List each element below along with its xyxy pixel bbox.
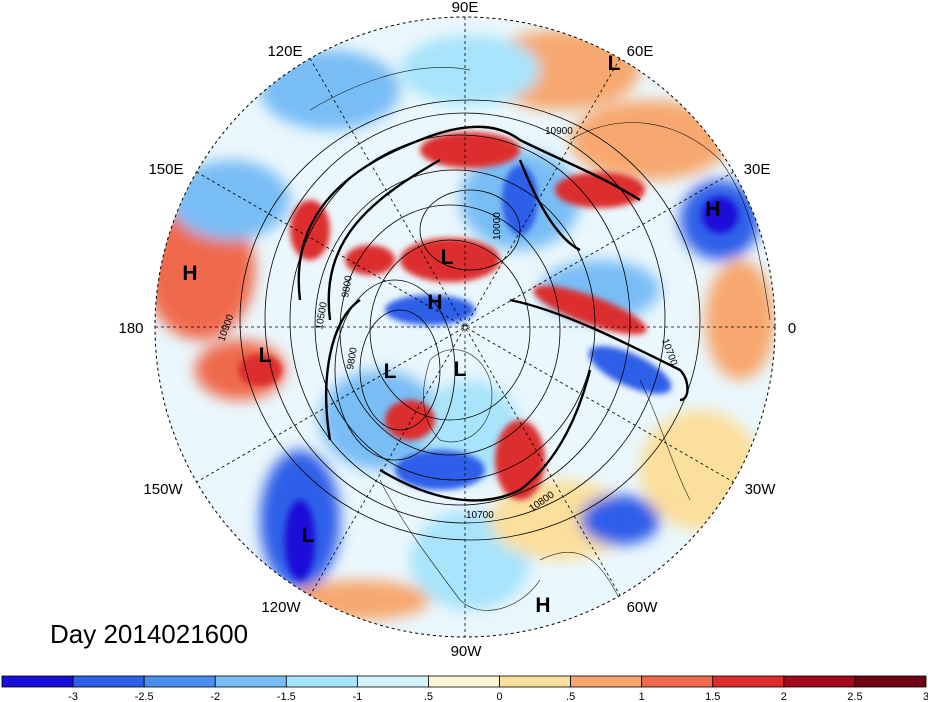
colorbar-box <box>143 675 216 688</box>
lon-label-120w: 120W <box>261 599 301 616</box>
longitude-labels: 90E 60E 30E 0 30W 60W 90W 120W 150W 180 … <box>118 0 796 660</box>
lon-label-120e: 120E <box>267 43 302 60</box>
lon-label-150w: 150W <box>143 481 183 498</box>
date-label: Day 2014021600 <box>50 619 249 649</box>
lon-label-60w: 60W <box>627 599 659 616</box>
high-marker: H <box>427 291 442 314</box>
low-marker: L <box>259 344 272 367</box>
colorbar-box <box>570 675 643 688</box>
colorbar-box <box>285 675 358 688</box>
colorbar: -3 -2.5 -2 -1.5 -1.5 0.5 1 1.5 2 2.5 3 <box>1 675 928 702</box>
low-marker: L <box>384 360 397 383</box>
contour-label: 10500 <box>314 301 330 331</box>
colorbar-tick-label: .5 <box>424 691 433 702</box>
colorbar-box <box>783 675 856 688</box>
colorbar-tick-label: 1 <box>639 691 645 702</box>
colorbar-tick-label: .5 <box>566 691 575 702</box>
lon-label-180: 180 <box>118 320 143 337</box>
high-marker: H <box>182 262 197 285</box>
jet-contours <box>297 125 689 502</box>
low-marker: L <box>441 246 454 269</box>
high-marker: H <box>535 594 550 617</box>
lon-label-30w: 30W <box>745 481 777 498</box>
colorbar-tick-label: 3 <box>923 691 928 702</box>
colorbar-box <box>712 675 785 688</box>
colorbar-box <box>641 675 714 688</box>
colorbar-tick-label: -2.5 <box>135 691 154 702</box>
colorbar-tick-label: -3 <box>68 691 78 702</box>
contour-label: 10700 <box>466 510 494 521</box>
colorbar-box <box>1 675 74 688</box>
low-marker: L <box>454 358 467 381</box>
colorbar-ticks: -3 -2.5 -2 -1.5 -1.5 0.5 1 1.5 2 2.5 3 <box>68 691 928 702</box>
graticule <box>154 16 776 638</box>
colorbar-tick-label: -2 <box>210 691 220 702</box>
coastlines <box>309 67 771 611</box>
colorbar-tick-label: 0 <box>496 691 502 702</box>
lon-label-150e: 150E <box>148 161 183 178</box>
colorbar-box <box>854 675 927 688</box>
lon-label-30e: 30E <box>744 161 771 178</box>
colorbar-tick-label: 2.5 <box>847 691 862 702</box>
colorbar-box <box>499 675 572 688</box>
colorbar-box <box>72 675 145 688</box>
lon-label-0: 0 <box>788 320 796 337</box>
low-marker: L <box>302 524 315 547</box>
colorbar-tick-label: 1.5 <box>705 691 720 702</box>
colorbar-tick-label: -1 <box>352 691 362 702</box>
colorbar-tick-label: 2 <box>781 691 787 702</box>
contour-label: 9800 <box>345 346 360 370</box>
contour-label: 9800 <box>340 274 355 298</box>
pressure-system-labels: L H L H L L L H L H <box>182 52 720 617</box>
high-marker: H <box>705 198 720 221</box>
contour-label: 10900 <box>545 126 573 137</box>
lon-label-90e: 90E <box>452 0 479 16</box>
colorbar-box <box>356 675 429 688</box>
lon-label-90w: 90W <box>451 643 483 660</box>
lon-label-60e: 60E <box>627 43 654 60</box>
low-marker: L <box>608 52 621 75</box>
colorbar-box <box>428 675 500 688</box>
colorbar-boxes <box>1 675 927 688</box>
contour-label: 10000 <box>492 212 503 240</box>
colorbar-box <box>214 675 287 688</box>
colorbar-tick-label: -1.5 <box>277 691 296 702</box>
